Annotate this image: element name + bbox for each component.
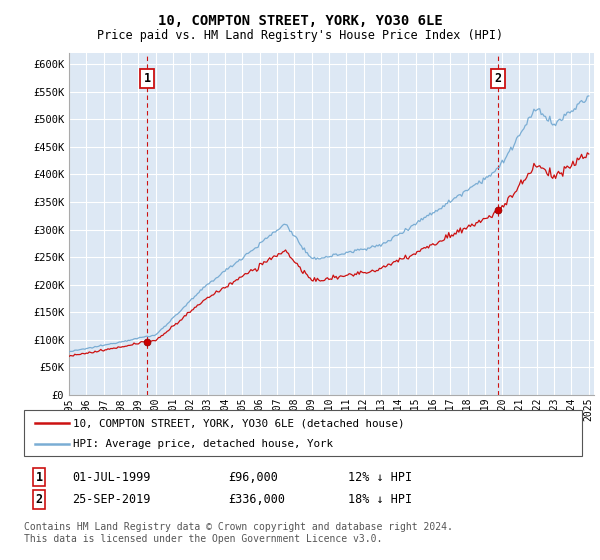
Text: 2: 2 (35, 493, 43, 506)
Text: HPI: Average price, detached house, York: HPI: Average price, detached house, York (73, 438, 333, 449)
Text: 1: 1 (35, 470, 43, 484)
Text: Contains HM Land Registry data © Crown copyright and database right 2024.: Contains HM Land Registry data © Crown c… (24, 522, 453, 532)
Text: 10, COMPTON STREET, YORK, YO30 6LE (detached house): 10, COMPTON STREET, YORK, YO30 6LE (deta… (73, 418, 404, 428)
Text: 18% ↓ HPI: 18% ↓ HPI (348, 493, 412, 506)
Text: £96,000: £96,000 (228, 470, 278, 484)
Text: 12% ↓ HPI: 12% ↓ HPI (348, 470, 412, 484)
Text: 10, COMPTON STREET, YORK, YO30 6LE: 10, COMPTON STREET, YORK, YO30 6LE (158, 14, 442, 28)
Text: 25-SEP-2019: 25-SEP-2019 (72, 493, 151, 506)
Text: £336,000: £336,000 (228, 493, 285, 506)
Text: 01-JUL-1999: 01-JUL-1999 (72, 470, 151, 484)
Text: 1: 1 (143, 72, 151, 85)
Text: 2: 2 (494, 72, 502, 85)
Text: This data is licensed under the Open Government Licence v3.0.: This data is licensed under the Open Gov… (24, 534, 382, 544)
Text: Price paid vs. HM Land Registry's House Price Index (HPI): Price paid vs. HM Land Registry's House … (97, 29, 503, 42)
